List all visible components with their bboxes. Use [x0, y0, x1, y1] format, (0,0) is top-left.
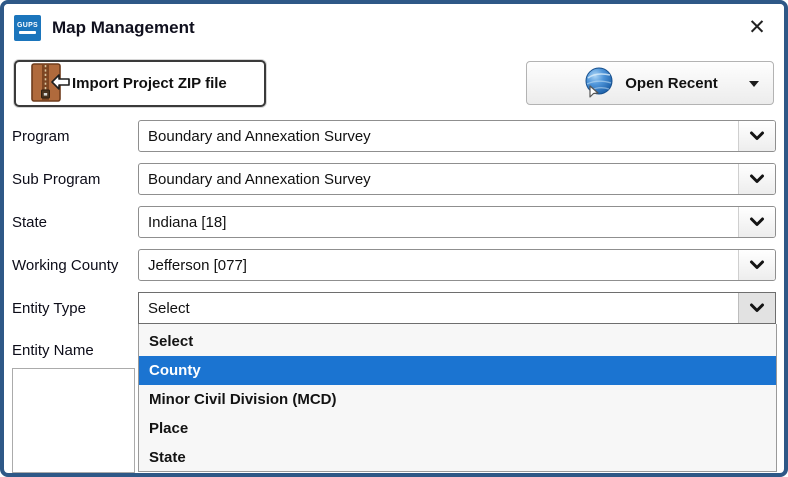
working-county-dropdown-button[interactable] — [738, 250, 775, 280]
gups-app-icon: GUPS — [14, 15, 41, 41]
chevron-down-icon — [749, 217, 765, 227]
toolbar: Import Project ZIP file — [14, 58, 774, 108]
program-select[interactable]: Boundary and Annexation Survey — [138, 120, 776, 152]
state-value: Indiana [18] — [148, 213, 227, 231]
close-button[interactable]: ✕ — [744, 15, 770, 41]
form-row-state: State Indiana [18] — [12, 206, 776, 238]
dropdown-option-state[interactable]: State — [149, 449, 186, 466]
dropdown-caret-icon[interactable] — [749, 81, 759, 87]
import-button-label: Import Project ZIP file — [72, 74, 227, 92]
globe-icon — [582, 66, 616, 100]
entity-type-value: Select — [148, 299, 190, 317]
open-recent-label: Open Recent — [625, 74, 718, 92]
gups-icon-text: GUPS — [16, 22, 39, 29]
chevron-down-icon — [749, 260, 765, 270]
program-value: Boundary and Annexation Survey — [148, 127, 371, 145]
form-row-entity-type: Entity Type Select — [12, 292, 776, 324]
titlebar: GUPS Map Management ✕ — [4, 4, 784, 52]
chevron-down-icon — [749, 174, 765, 184]
sub-program-label: Sub Program — [12, 170, 101, 188]
form-row-working-county: Working County Jefferson [077] — [12, 249, 776, 281]
working-county-label: Working County — [12, 256, 119, 274]
dropdown-option-select[interactable]: Select — [149, 333, 194, 350]
open-recent-button[interactable]: Open Recent — [526, 61, 774, 105]
entity-type-dropdown-list: Select County Minor Civil Division (MCD)… — [138, 324, 777, 472]
form: Program Boundary and Annexation Survey S… — [12, 120, 776, 359]
entity-type-dropdown-button[interactable] — [738, 293, 775, 323]
entity-type-label: Entity Type — [12, 299, 86, 317]
dropdown-option-place[interactable]: Place — [149, 420, 189, 437]
dialog-title: Map Management — [52, 18, 195, 37]
chevron-down-icon — [749, 131, 765, 141]
zip-file-icon — [26, 62, 70, 104]
state-label: State — [12, 213, 48, 231]
state-dropdown-button[interactable] — [738, 207, 775, 237]
program-label: Program — [12, 127, 70, 145]
working-county-value: Jefferson [077] — [148, 256, 247, 274]
dropdown-option-county[interactable]: County — [139, 356, 776, 385]
import-project-zip-button[interactable]: Import Project ZIP file — [14, 59, 266, 107]
working-county-select[interactable]: Jefferson [077] — [138, 249, 776, 281]
form-row-program: Program Boundary and Annexation Survey — [12, 120, 776, 152]
chevron-down-icon — [749, 303, 765, 313]
close-icon: ✕ — [748, 16, 766, 39]
sub-program-dropdown-button[interactable] — [738, 164, 775, 194]
program-dropdown-button[interactable] — [738, 121, 775, 151]
sub-program-value: Boundary and Annexation Survey — [148, 170, 371, 188]
entity-name-listbox[interactable] — [12, 368, 135, 473]
sub-program-select[interactable]: Boundary and Annexation Survey — [138, 163, 776, 195]
gups-icon-underline — [19, 31, 36, 34]
form-row-sub-program: Sub Program Boundary and Annexation Surv… — [12, 163, 776, 195]
entity-name-label: Entity Name — [12, 342, 94, 359]
state-select[interactable]: Indiana [18] — [138, 206, 776, 238]
dropdown-option-mcd[interactable]: Minor Civil Division (MCD) — [149, 391, 337, 408]
entity-type-select[interactable]: Select — [138, 292, 776, 324]
